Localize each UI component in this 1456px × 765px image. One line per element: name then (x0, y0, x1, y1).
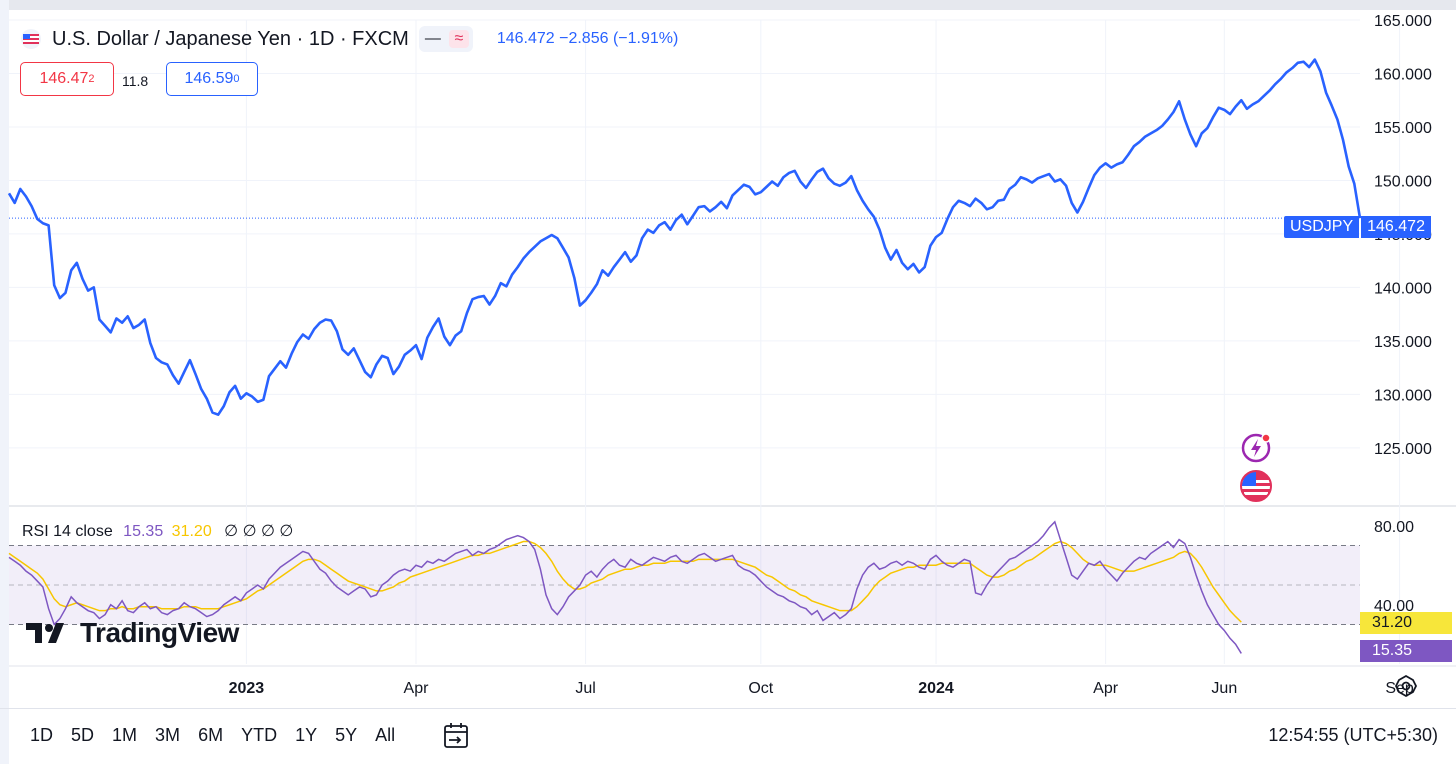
time-range-buttons: 1D 5D 1M 3M 6M YTD 1Y 5Y All (30, 725, 413, 746)
price-quote: 146.472 −2.856 (−1.91%) (496, 30, 679, 47)
bottom-toolbar: 1D 5D 1M 3M 6M YTD 1Y 5Y All 12:54:55 (U… (0, 708, 1456, 765)
time-axis-tick: Sep (1385, 680, 1414, 697)
rsi-axis-tick: 80.00 (1374, 519, 1414, 536)
range-button-all[interactable]: All (375, 725, 396, 745)
rsi-name: RSI 14 close (22, 523, 113, 540)
range-button-3m[interactable]: 3M (155, 725, 181, 745)
window-frame-left (0, 0, 9, 764)
rsi-ma-tag: 31.20 (1360, 612, 1452, 634)
range-button-6m[interactable]: 6M (198, 725, 224, 745)
watermark-text: TradingView (80, 617, 239, 648)
settings-icon[interactable] (1394, 674, 1418, 698)
time-axis-tick: Jul (575, 680, 595, 697)
na-value: ∅ (279, 523, 294, 540)
price-axis-tick: 130.000 (1374, 387, 1432, 404)
minimize-icon[interactable]: — (424, 30, 441, 47)
lightning-icon[interactable] (1240, 432, 1272, 464)
sell-price-sup: 2 (88, 73, 95, 85)
last-price-label: 146.472 (1361, 216, 1431, 238)
rsi-value: 15.35 (123, 523, 164, 540)
price-axis-tick: 135.000 (1374, 334, 1432, 351)
rsi-ma-value: 31.20 (171, 523, 212, 540)
range-button-ytd[interactable]: YTD (241, 725, 278, 745)
rsi-axis-tick: 40.00 (1374, 598, 1414, 615)
price-axis-tick: 140.000 (1374, 280, 1432, 297)
time-axis-tick: Oct (748, 680, 773, 697)
tradingview-watermark[interactable]: TradingView (26, 617, 239, 649)
range-button-1d[interactable]: 1D (30, 725, 54, 745)
compare-icon[interactable]: ≈ (448, 30, 469, 48)
na-value: ∅ (224, 523, 239, 540)
rsi-legend[interactable]: RSI 14 close 15.35 31.20 ∅ ∅ ∅ ∅ (22, 521, 293, 541)
price-axis-tick: 125.000 (1374, 441, 1432, 458)
last-price-tag: USDJPY 146.472 (1284, 216, 1431, 238)
rsi-line (8, 520, 1242, 654)
chart-canvas[interactable]: 125.000130.000135.000140.000145.000150.0… (0, 0, 1456, 708)
rsi-ma-line (8, 540, 1242, 623)
buy-price: 146.59 (184, 70, 234, 87)
na-value: ∅ (260, 523, 275, 540)
tradingview-logo-icon (26, 623, 64, 643)
price-axis-tick: 155.000 (1374, 120, 1432, 137)
range-button-5y[interactable]: 5Y (335, 725, 358, 745)
spread-value: 11.8 (122, 73, 149, 89)
time-axis-tick: 2024 (918, 680, 954, 697)
time-axis-tick: Jun (1211, 680, 1237, 697)
time-axis-tick: Apr (1093, 680, 1119, 697)
sell-price: 146.47 (39, 70, 89, 87)
price-axis-tick: 165.000 (1374, 13, 1432, 30)
calendar-icon[interactable] (442, 721, 470, 751)
us-flag-icon[interactable] (1240, 470, 1272, 502)
range-button-1y[interactable]: 1Y (295, 725, 318, 745)
sell-button[interactable]: 146.47 2 (20, 62, 114, 96)
legend-buttons: — ≈ (418, 26, 473, 52)
buy-price-sup: 0 (233, 73, 240, 85)
flag-icon (21, 29, 41, 49)
symbol-tag: USDJPY (1284, 216, 1360, 238)
range-button-5d[interactable]: 5D (71, 725, 95, 745)
na-value: ∅ (242, 523, 257, 540)
timezone-clock[interactable]: 12:54:55 (UTC+5:30) (1268, 725, 1438, 745)
range-button-1m[interactable]: 1M (112, 725, 138, 745)
price-axis-tick: 160.000 (1374, 66, 1432, 83)
symbol-legend: U.S. Dollar / Japanese Yen · 1D · FXCM —… (20, 26, 678, 52)
buy-button[interactable]: 146.59 0 (166, 62, 258, 96)
price-axis-tick: 150.000 (1374, 173, 1432, 190)
time-axis-tick: Apr (404, 680, 430, 697)
symbol-title[interactable]: U.S. Dollar / Japanese Yen · 1D · FXCM (52, 27, 409, 50)
price-series-line (7, 58, 1362, 417)
rsi-tag: 15.35 (1360, 640, 1452, 662)
window-frame-top (0, 0, 1456, 10)
time-axis-tick: 2023 (229, 680, 265, 697)
